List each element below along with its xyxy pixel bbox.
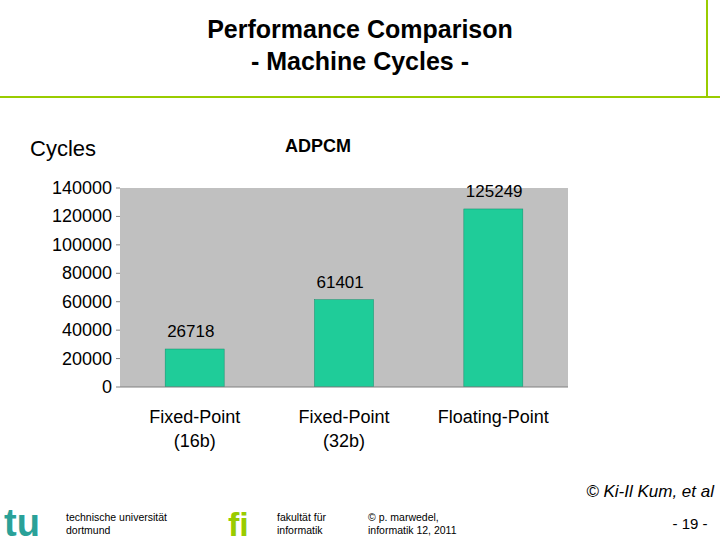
x-tick-label: Fixed-Point (32b) (298, 407, 389, 451)
page-number: - 19 - (672, 515, 707, 532)
y-tick (116, 188, 120, 189)
data-label: 26718 (167, 322, 214, 341)
y-tick (116, 301, 120, 302)
y-tick-label: 80000 (62, 263, 112, 283)
y-tick (116, 244, 120, 245)
footer-university: dortmund (66, 524, 111, 536)
bars (165, 209, 523, 387)
logo-fi: fi (228, 505, 249, 540)
y-tick-label: 120000 (52, 206, 112, 226)
x-tick-label-line: Fixed-Point (149, 407, 240, 427)
y-tick-label: 40000 (62, 320, 112, 340)
data-label: 125249 (466, 182, 523, 201)
y-tick (116, 358, 120, 359)
x-tick-label: Floating-Point (438, 407, 549, 427)
y-tick-label: 140000 (52, 178, 112, 198)
x-tick-label-line: (32b) (323, 431, 365, 451)
bar (315, 300, 374, 387)
credit: © Ki-Il Kum, et al (586, 482, 715, 501)
y-tick-label: 60000 (62, 292, 112, 312)
x-axis (120, 387, 568, 388)
x-tick-label-line: (16b) (174, 431, 216, 451)
footer-copyright: © p. marwedel, (368, 511, 439, 523)
footer-university: technische universität (66, 511, 167, 523)
footer-copyright: informatik 12, 2011 (368, 524, 457, 536)
x-tick-label-line: Floating-Point (438, 407, 549, 427)
y-tick (116, 330, 120, 331)
slide-title: Performance Comparison (207, 15, 513, 43)
slide-canvas: Performance Comparison - Machine Cycles -… (0, 0, 720, 540)
chart-title: ADPCM (285, 136, 351, 156)
bar (165, 349, 224, 387)
y-tick-label: 0 (102, 377, 112, 397)
y-tick (116, 273, 120, 274)
footer-faculty: fakultät für (277, 511, 327, 523)
y-tick (116, 216, 120, 217)
x-tick-label-line: Fixed-Point (298, 407, 389, 427)
data-label: 61401 (317, 273, 364, 292)
y-axis-label: Cycles (30, 136, 96, 161)
y-tick-label: 100000 (52, 235, 112, 255)
bar (464, 209, 523, 387)
x-tick-label: Fixed-Point (16b) (149, 407, 240, 451)
slide: Performance Comparison - Machine Cycles -… (0, 0, 720, 540)
header-rule (0, 96, 720, 98)
plot-background (120, 188, 568, 387)
logo-tu: tu (4, 502, 40, 540)
y-tick-label: 20000 (62, 349, 112, 369)
header-side-rule (706, 0, 708, 97)
footer-faculty: informatik (277, 524, 323, 536)
y-tick (116, 387, 120, 388)
slide-subtitle: - Machine Cycles - (251, 47, 469, 75)
